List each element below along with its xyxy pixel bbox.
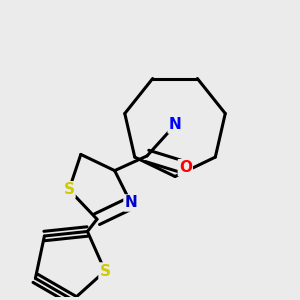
Text: S: S <box>64 182 74 197</box>
Text: N: N <box>124 196 137 211</box>
Text: O: O <box>179 160 192 175</box>
Text: S: S <box>100 263 110 278</box>
Text: N: N <box>169 118 182 133</box>
